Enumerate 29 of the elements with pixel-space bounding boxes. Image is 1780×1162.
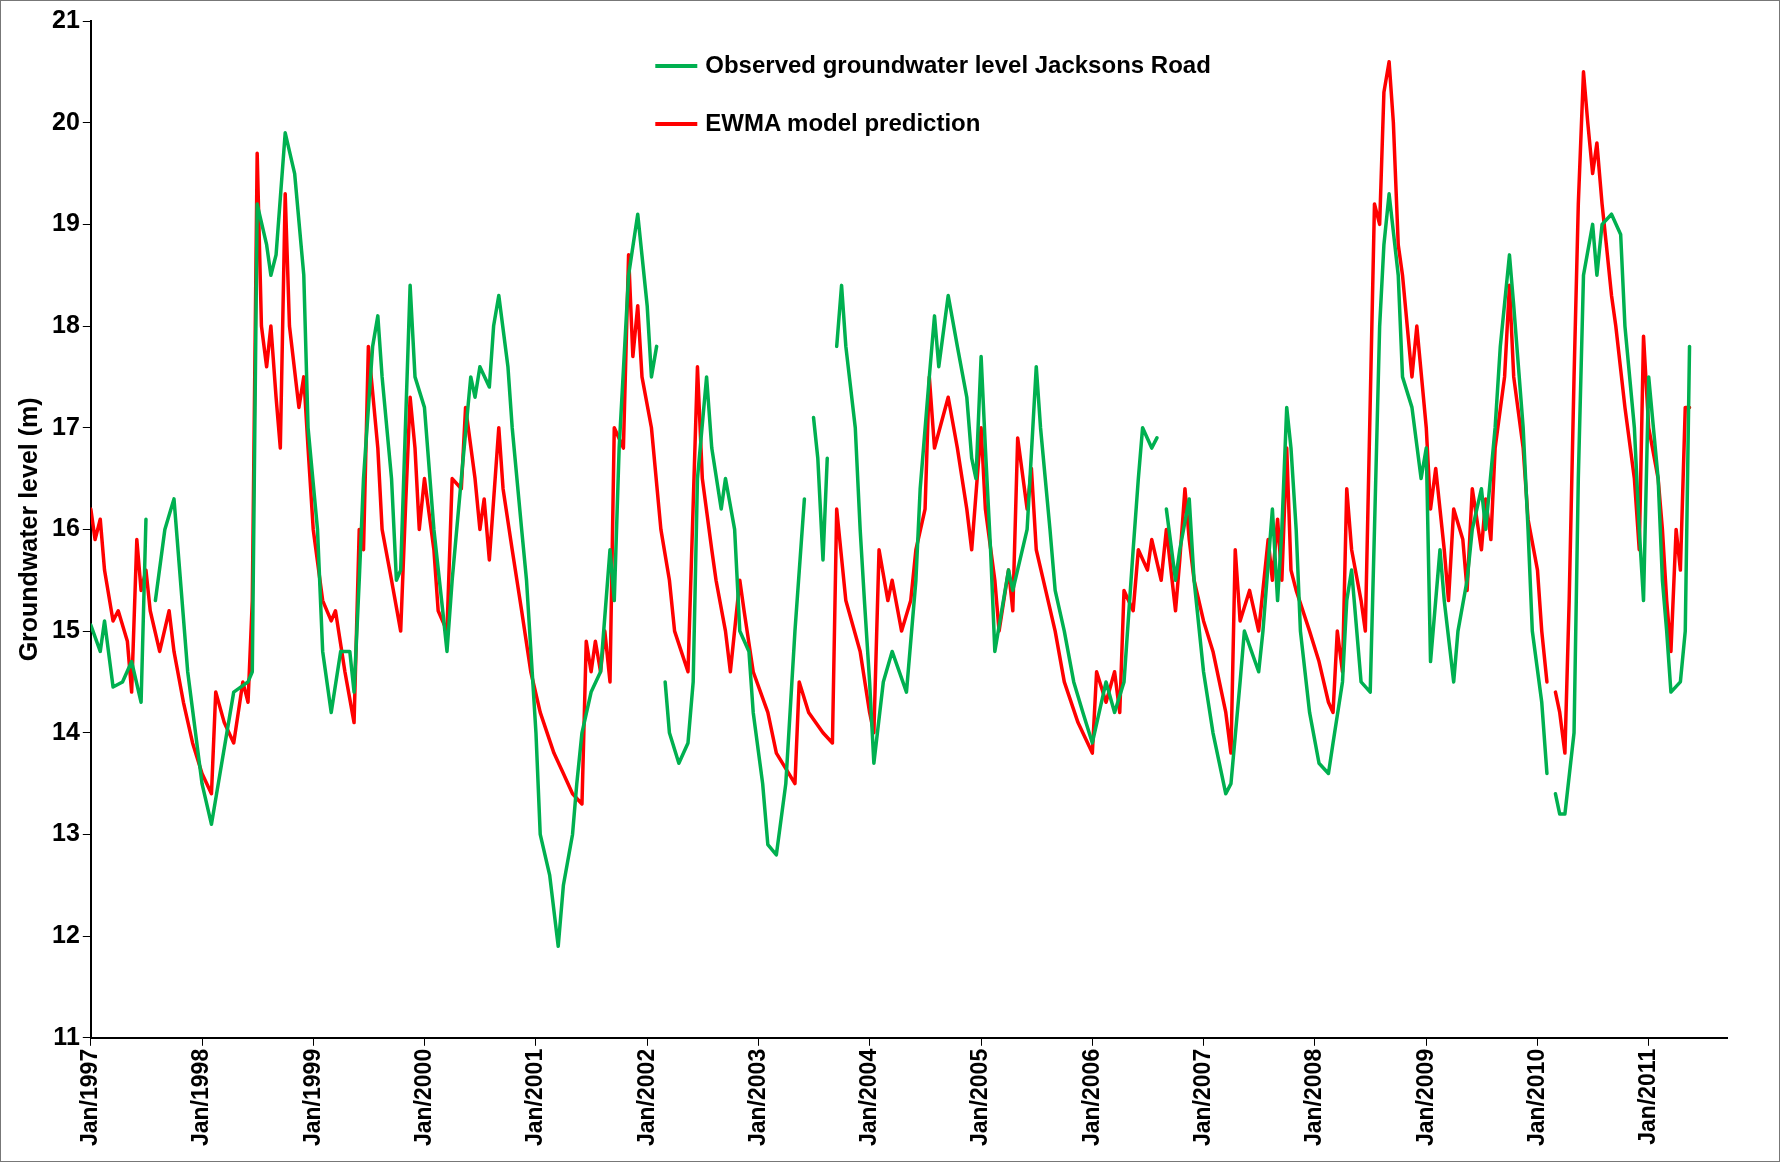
x-tick-label: Jan/2003 bbox=[743, 1048, 770, 1147]
y-tick-label: 14 bbox=[52, 716, 80, 745]
x-tick-label: Jan/2011 bbox=[1634, 1048, 1661, 1145]
y-tick-label: 21 bbox=[52, 4, 80, 33]
y-tick-label: 11 bbox=[53, 1021, 80, 1050]
x-tick-label: Jan/2004 bbox=[854, 1048, 881, 1147]
x-tick-label: Jan/1997 bbox=[76, 1048, 103, 1147]
x-tick-label: Jan/1999 bbox=[298, 1048, 325, 1147]
y-tick-label: 18 bbox=[52, 309, 80, 338]
y-tick-label: 15 bbox=[52, 614, 80, 643]
y-tick-label: 16 bbox=[52, 513, 80, 542]
y-tick-label: 19 bbox=[52, 208, 80, 237]
x-tick-label: Jan/2002 bbox=[632, 1048, 659, 1147]
y-tick-label: 13 bbox=[52, 818, 80, 847]
x-tick-label: Jan/2009 bbox=[1411, 1048, 1438, 1147]
legend-label: EWMA model prediction bbox=[705, 108, 981, 136]
x-tick-label: Jan/2007 bbox=[1188, 1048, 1215, 1147]
x-tick-label: Jan/1998 bbox=[187, 1048, 214, 1147]
x-tick-label: Jan/2001 bbox=[521, 1048, 548, 1147]
x-tick-label: Jan/2008 bbox=[1300, 1048, 1327, 1147]
y-tick-label: 17 bbox=[52, 411, 80, 440]
y-tick-label: 20 bbox=[52, 106, 80, 135]
x-tick-label: Jan/2010 bbox=[1522, 1048, 1549, 1147]
x-tick-label: Jan/2000 bbox=[409, 1048, 436, 1147]
x-tick-label: Jan/2006 bbox=[1077, 1048, 1104, 1147]
legend-label: Observed groundwater level Jacksons Road bbox=[705, 50, 1211, 78]
y-tick-label: 12 bbox=[52, 920, 80, 949]
y-axis-title: Groundwater level (m) bbox=[13, 397, 42, 662]
x-tick-label: Jan/2005 bbox=[966, 1048, 993, 1147]
